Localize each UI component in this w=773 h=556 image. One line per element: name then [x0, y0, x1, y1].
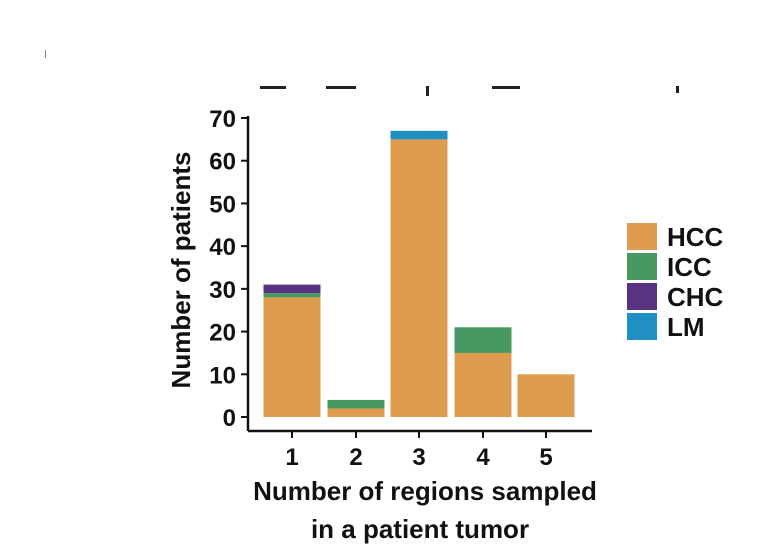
y-tick-label-10: 10: [209, 362, 236, 389]
legend-swatch-lm: [627, 313, 657, 340]
x-tick-label-5: 5: [539, 444, 552, 471]
y-tick-label-50: 50: [209, 191, 236, 218]
cropped-edge-mark: [45, 50, 46, 58]
x-tick-label-4: 4: [476, 444, 490, 471]
bar-hcc-cat-2: [327, 408, 385, 417]
bar-hcc-cat-1: [263, 297, 321, 417]
y-tick-label-0: 0: [223, 405, 236, 432]
y-tick-label-60: 60: [209, 149, 236, 176]
bar-hcc-cat-3: [390, 139, 448, 417]
y-tick-label-20: 20: [209, 320, 236, 347]
legend-label-lm: LM: [667, 312, 705, 342]
cropped-title-glyphs: [260, 86, 679, 96]
bar-chc-cat-1: [263, 284, 321, 294]
x-tick-label-1: 1: [285, 444, 298, 471]
cropped-title-fragment: [256, 64, 686, 104]
legend-swatch-chc: [627, 283, 657, 310]
y-tick-label-30: 30: [209, 277, 236, 304]
y-tick-label-40: 40: [209, 234, 236, 261]
bar-lm-cat-3: [390, 130, 448, 140]
legend-label-chc: CHC: [667, 282, 724, 312]
bar-icc-cat-1: [263, 293, 321, 298]
bar-icc-cat-4: [454, 327, 512, 353]
bars-group: [263, 130, 575, 417]
legend-label-hcc: HCC: [667, 222, 724, 252]
x-tick-label-3: 3: [412, 444, 425, 471]
legend-label-icc: ICC: [667, 252, 712, 282]
bar-hcc-cat-5: [517, 374, 575, 417]
y-tick-label-70: 70: [209, 106, 236, 133]
ticks-group: 0 10 20 30 40 50 60 70 1 2 3 4 5: [209, 106, 552, 471]
legend-swatch-icc: [627, 253, 657, 280]
x-axis-title-line-2: in a patient tumor: [311, 514, 529, 544]
bar-icc-cat-2: [327, 399, 385, 409]
bar-hcc-cat-4: [454, 352, 512, 417]
y-axis-title: Number of patients: [166, 152, 196, 389]
legend-swatch-hcc: [627, 223, 657, 250]
x-axis-title-line-1: Number of regions sampled: [253, 476, 597, 506]
x-tick-label-2: 2: [349, 444, 362, 471]
